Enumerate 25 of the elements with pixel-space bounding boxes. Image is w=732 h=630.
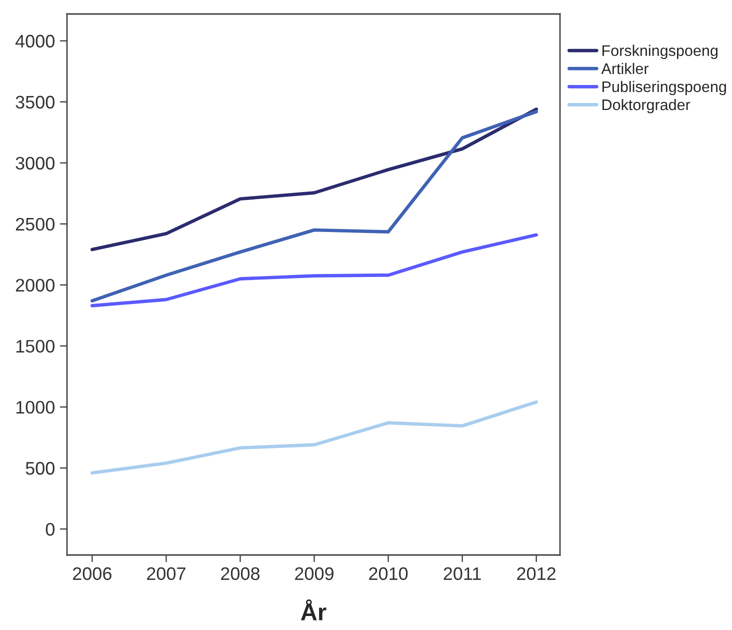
legend-label: Publiseringspoeng [602,80,726,96]
y-tick-label: 3500 [16,96,54,109]
line-series [90,233,538,308]
y-tick-label: 2000 [16,278,54,292]
x-tick-label: 2012 [517,567,556,580]
x-tick-label: 2008 [221,567,260,580]
legend-label: Artikler [601,62,649,74]
x-tick-label: 2011 [444,567,481,580]
y-tick-label: 3000 [16,156,54,170]
y-tick-label: 1000 [16,400,54,414]
y-tick-label: 500 [26,462,54,475]
y-tick-label: 2500 [16,218,54,231]
y-tick-label: 1500 [16,340,54,353]
y-tick-label: 0 [46,522,54,536]
y-tick-label: 4000 [15,34,54,48]
x-axis-title: År [300,599,326,620]
line-series [90,400,538,475]
x-tick-label: 2009 [295,567,334,580]
x-tick-label: 2006 [72,567,112,580]
x-tick-label: 2007 [147,567,186,580]
line-series [90,108,538,252]
x-tick-label: 2010 [369,567,408,580]
line-series [90,110,538,302]
legend-label: Doktorgrader [602,98,690,114]
legend-label: Forskningspoeng [602,44,718,60]
